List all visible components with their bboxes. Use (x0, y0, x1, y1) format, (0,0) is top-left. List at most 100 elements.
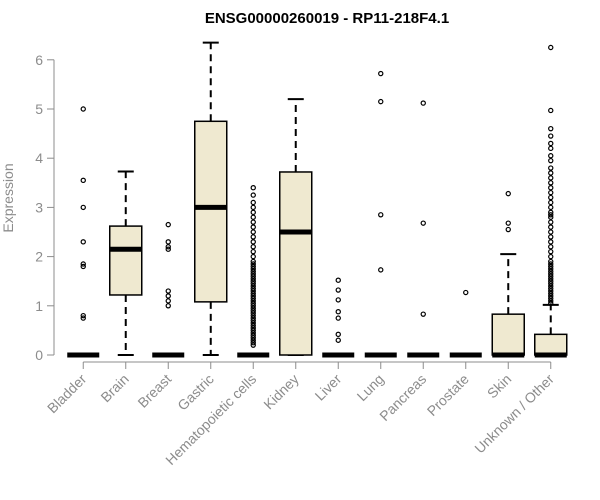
outlier-point (548, 261, 554, 267)
outlier-point (548, 145, 554, 152)
outlier-point (250, 332, 256, 339)
outlier-point (378, 267, 384, 273)
outlier-point (548, 278, 554, 284)
outlier-point (250, 261, 256, 267)
outlier-point (165, 221, 171, 228)
x-tick-label: Breast (134, 371, 174, 411)
x-tick-label: Liver (312, 371, 345, 404)
outlier-point (420, 311, 426, 317)
box-group (109, 170, 143, 356)
outlier-point (80, 312, 86, 319)
y-axis-label: Expression (0, 163, 16, 232)
outlier-point (250, 253, 256, 260)
outlier-point (463, 289, 469, 296)
x-tick-label: Kidney (260, 371, 302, 413)
outlier-point (548, 288, 554, 294)
y-tick-label: 4 (35, 150, 43, 166)
outlier-point (250, 317, 256, 324)
outlier-point (250, 204, 256, 211)
outlier-point (505, 190, 511, 197)
outlier-point (250, 192, 256, 198)
x-tick-label: Pancreas (376, 371, 429, 424)
outlier-point (250, 295, 256, 302)
outlier-point (250, 330, 256, 336)
outlier-point (250, 337, 256, 343)
y-tick-label: 1 (35, 298, 43, 314)
outlier-point (548, 248, 554, 255)
outlier-point (548, 268, 554, 275)
outlier-point (548, 263, 554, 270)
outlier-point (548, 170, 554, 176)
outlier-point (165, 288, 171, 294)
outlier-point (250, 199, 256, 206)
outlier-point (505, 220, 511, 226)
outlier-point (250, 320, 256, 326)
outlier-point (548, 199, 554, 206)
outlier-point (80, 106, 86, 112)
outlier-point (80, 177, 86, 184)
outlier-point (165, 246, 171, 252)
x-tick-label: Bladder (44, 371, 90, 417)
outlier-point (335, 277, 341, 283)
outlier-point (250, 244, 256, 250)
outlier-point (548, 107, 554, 114)
y-tick-label: 0 (35, 347, 43, 363)
outlier-point (250, 340, 256, 346)
box-group (279, 98, 313, 356)
outlier-point (250, 283, 256, 289)
outlier-point (378, 98, 384, 105)
outlier-point (80, 261, 86, 267)
outlier-point (250, 293, 256, 299)
outlier-point (250, 229, 256, 235)
outlier-point (548, 273, 554, 279)
outlier-point (250, 322, 256, 329)
box-group (491, 190, 525, 358)
outlier-point (548, 214, 554, 220)
outlier-point (548, 219, 554, 225)
outlier-point (80, 315, 86, 321)
outlier-point (250, 214, 256, 220)
outlier-point (548, 189, 554, 196)
y-axis: 0 1 2 3 4 5 6 (35, 52, 55, 363)
outlier-point (165, 239, 171, 245)
outlier-point (250, 285, 256, 292)
y-tick-label: 2 (35, 249, 43, 265)
outlier-point (250, 305, 256, 311)
x-tick-label: Prostate (424, 371, 472, 419)
outlier-point (250, 298, 256, 304)
outlier-point (548, 295, 554, 302)
box-group (237, 185, 270, 358)
chart-title: ENSG00000260019 - RP11-218F4.1 (205, 10, 449, 27)
outlier-point (548, 239, 554, 245)
outlier-point (548, 194, 554, 201)
outlier-point (548, 266, 554, 272)
outlier-point (548, 224, 554, 230)
outlier-point (250, 303, 256, 309)
outlier-point (548, 276, 554, 282)
outlier-point (420, 100, 426, 106)
outlier-point (250, 335, 256, 341)
outlier-point (548, 204, 554, 211)
outlier-point (250, 327, 256, 334)
outlier-point (548, 133, 554, 139)
outlier-point (250, 239, 256, 245)
outlier-point (548, 229, 554, 235)
outlier-point (165, 298, 171, 304)
outlier-point (335, 331, 341, 338)
box-group (364, 70, 397, 358)
box-group (534, 44, 568, 358)
y-tick-label: 6 (35, 52, 43, 68)
outlier-point (548, 290, 554, 297)
outlier-point (548, 234, 554, 240)
outlier-point (548, 165, 554, 171)
outlier-point (420, 220, 426, 226)
outlier-point (80, 239, 86, 245)
outlier-point (548, 185, 554, 191)
outlier-point (165, 303, 171, 309)
outlier-point (80, 204, 86, 211)
box-group (152, 221, 185, 358)
outlier-point (335, 297, 341, 303)
outlier-point (378, 212, 384, 218)
box-group (407, 100, 440, 358)
x-tick-label: Skin (484, 371, 515, 402)
